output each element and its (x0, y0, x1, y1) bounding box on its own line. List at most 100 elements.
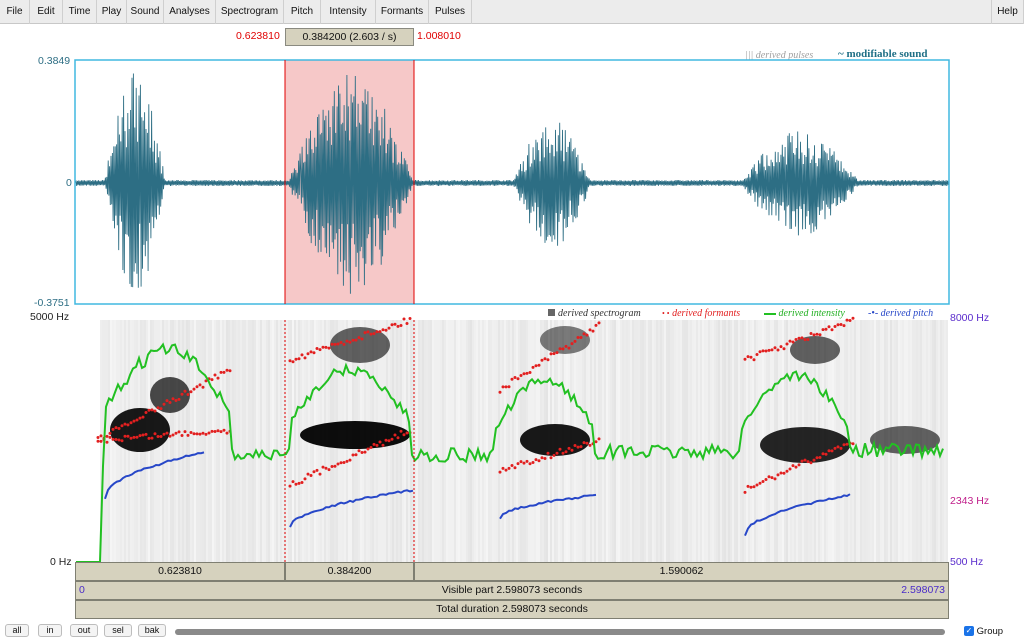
formant-dot (222, 428, 226, 432)
zoom-out-button[interactable]: out (70, 624, 98, 637)
formant-dot (135, 418, 139, 422)
spectrogram-column (816, 320, 818, 562)
zoom-back-button[interactable]: bak (138, 624, 166, 637)
spectrogram-column (192, 320, 194, 562)
formant-dot (141, 415, 145, 419)
spectrogram-column (238, 320, 240, 562)
spectrogram-column (506, 320, 508, 562)
menu-edit[interactable]: Edit (30, 0, 63, 24)
menu-help[interactable]: Help (991, 0, 1024, 24)
spectrogram-column (780, 320, 782, 562)
formant-dot (369, 332, 373, 336)
spectrogram-column (154, 320, 156, 562)
spectrogram-column (764, 320, 766, 562)
zoom-in-button[interactable]: in (38, 624, 62, 637)
formant-dot (576, 336, 580, 339)
spectrogram-column (718, 320, 720, 562)
spectrogram-column (688, 320, 690, 562)
formant-dot (138, 416, 142, 420)
formant-dot (195, 385, 199, 389)
formant-dot (315, 347, 319, 350)
spectrogram-column (546, 320, 548, 562)
formant-dot (102, 438, 106, 442)
spectrogram-column (142, 320, 144, 562)
menu-play[interactable]: Play (97, 0, 127, 24)
formant-dot (138, 434, 142, 438)
selection-duration-box[interactable]: 0.384200 (2.603 / s) (285, 28, 414, 46)
spectrogram-column (294, 320, 296, 562)
segment-after[interactable]: 1.590062 (414, 562, 949, 581)
spectrogram-column (602, 320, 604, 562)
formant-dot (839, 323, 843, 326)
spectrogram-column (540, 320, 542, 562)
formant-dot (516, 462, 520, 466)
formant-dot (117, 438, 121, 442)
spectrogram-column (436, 320, 438, 562)
menu-file[interactable]: File (0, 0, 30, 24)
spectrogram-column (874, 320, 876, 562)
spectrogram-column (258, 320, 260, 562)
formant-dot (393, 322, 397, 326)
intensity-cursor-label: 74.66 dB (µE) (876, 374, 941, 386)
formant-dot (393, 433, 397, 437)
spectrogram-column (408, 320, 410, 562)
formant-dot (378, 330, 382, 334)
spectrogram-column (208, 320, 210, 562)
formant-dot (818, 456, 822, 459)
spectrogram-column (878, 320, 880, 562)
menu-formants[interactable]: Formants (376, 0, 429, 24)
formant-dot (144, 432, 148, 436)
waveform-pane[interactable] (75, 60, 949, 304)
spectrogram-column (150, 320, 152, 562)
menu-spectrogram[interactable]: Spectrogram (216, 0, 284, 24)
total-duration-bar[interactable]: Total duration 2.598073 seconds (75, 600, 949, 619)
horizontal-scrollbar[interactable] (175, 629, 945, 635)
menu-pulses[interactable]: Pulses (429, 0, 472, 24)
menu-intensity[interactable]: Intensity (321, 0, 376, 24)
spectrogram-column (202, 320, 204, 562)
spectrogram-column (670, 320, 672, 562)
formant-dot (153, 432, 157, 436)
formant-dot (824, 452, 828, 456)
waveform-selection[interactable] (285, 60, 414, 304)
spectrogram-column (350, 320, 352, 562)
formant-dot (117, 427, 121, 430)
formant-dot (327, 346, 331, 350)
visible-part-bar[interactable]: 0 Visible part 2.598073 seconds 2.598073 (75, 581, 949, 600)
formant-dot (537, 459, 541, 463)
spectrogram-column (324, 320, 326, 562)
formant-dots (96, 316, 855, 494)
group-toggle[interactable]: ✓ Group (964, 625, 1020, 638)
scrollbar-thumb[interactable] (175, 629, 945, 635)
spectrogram-column (160, 320, 162, 562)
zoom-all-button[interactable]: all (5, 624, 29, 637)
spectrogram-column (782, 320, 784, 562)
formant-dot (848, 319, 852, 322)
menu-sound[interactable]: Sound (127, 0, 164, 24)
spectrogram-column (554, 320, 556, 562)
formant-dot (779, 471, 783, 475)
checkbox-icon[interactable]: ✓ (964, 626, 974, 637)
formant-dot (219, 370, 223, 374)
menu-time[interactable]: Time (63, 0, 97, 24)
spectrogram-column (316, 320, 318, 562)
formant-dot (405, 322, 409, 325)
menu-analyses[interactable]: Analyses (164, 0, 216, 24)
segment-selected[interactable]: 0.384200 (285, 562, 414, 581)
formant-dot (213, 373, 217, 377)
formant-dot (186, 433, 190, 437)
spectrogram-column (306, 320, 308, 562)
segment-before[interactable]: 0.623810 (75, 562, 285, 581)
spectrogram-column (426, 320, 428, 562)
spectrogram-column (372, 320, 374, 562)
menu-pitch[interactable]: Pitch (284, 0, 321, 24)
pitch-curve (744, 493, 851, 536)
spectrogram-column (282, 320, 284, 562)
formant-dot (564, 450, 568, 454)
formant-dot (498, 390, 502, 394)
formant-dot (540, 456, 544, 460)
spectrogram-column (792, 320, 794, 562)
freq-top-label: 5000 Hz (30, 311, 70, 323)
zoom-sel-button[interactable]: sel (104, 624, 132, 637)
